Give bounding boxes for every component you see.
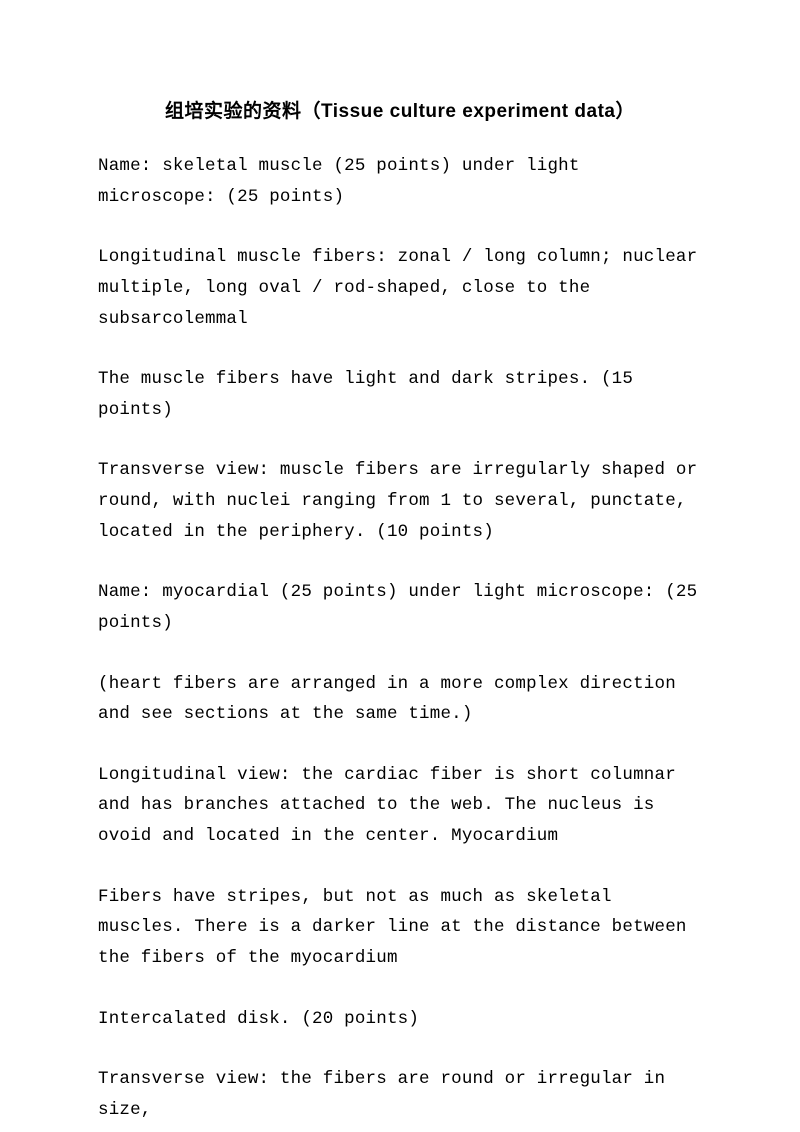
paragraph: Fibers have stripes, but not as much as …	[98, 882, 702, 974]
paragraph: Intercalated disk. (20 points)	[98, 1004, 702, 1035]
paragraph: Longitudinal muscle fibers: zonal / long…	[98, 242, 702, 334]
paragraph: Transverse view: the fibers are round or…	[98, 1064, 702, 1125]
paragraph: Name: skeletal muscle (25 points) under …	[98, 151, 702, 212]
paragraph: Longitudinal view: the cardiac fiber is …	[98, 760, 702, 852]
paragraph: (heart fibers are arranged in a more com…	[98, 669, 702, 730]
document-title: 组培实验的资料（Tissue culture experiment data）	[98, 96, 702, 123]
paragraph: The muscle fibers have light and dark st…	[98, 364, 702, 425]
paragraph: Name: myocardial (25 points) under light…	[98, 577, 702, 638]
paragraph: Transverse view: muscle fibers are irreg…	[98, 455, 702, 547]
